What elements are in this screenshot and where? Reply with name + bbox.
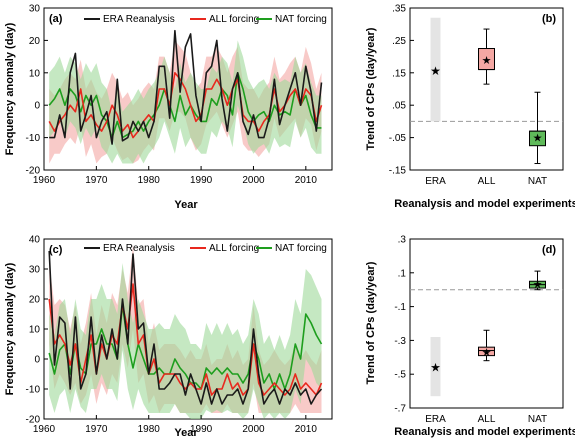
b-xtick-label-era: ERA xyxy=(425,176,446,187)
d-ytick-label-0-7: -.7 xyxy=(394,404,406,415)
d-era-range-bar xyxy=(430,337,441,397)
panel-a-legend-era: ERA Reanalysis xyxy=(103,14,175,25)
panel-a-xlabel: Year xyxy=(174,199,198,211)
c-xtick-label-1990: 1990 xyxy=(190,424,213,435)
b-ytick-label-0-25: .25 xyxy=(392,36,406,47)
panel-b-trend-boxplot: ★ ★ ★ ERA ALL NAT -.15 -.05 .05 .15 .25 .35 (b) R… xyxy=(365,4,575,211)
b-xtick-label-nat: NAT xyxy=(528,176,547,187)
d-xtick-label-all: ALL xyxy=(478,414,496,425)
b-ytick-label-0-05: -.05 xyxy=(389,133,407,144)
a-ytick-label-10: -10 xyxy=(26,133,41,144)
d-era-star-marker: ★ xyxy=(430,360,441,374)
panel-c-y-ticks: -20 -10 0 10 20 30 40 xyxy=(26,235,48,426)
panel-c-series-lines xyxy=(48,250,323,405)
a-ytick-label-10: 10 xyxy=(29,68,41,79)
panel-b-boxes: ★ ★ ★ xyxy=(410,17,563,165)
panel-c-legend-all: ALL forcing xyxy=(209,243,259,254)
d-xtick-label-era: ERA xyxy=(425,414,446,425)
d-nat-mean-star: ★ xyxy=(533,279,543,291)
panel-d-ylabel: Trend of CPs (day/year) xyxy=(365,261,377,384)
panel-c-legend: ERA Reanalysis ALL forcing NAT forcing xyxy=(84,243,327,254)
c-xtick-label-2000: 2000 xyxy=(242,424,265,435)
panel-b-y-ticks: -.15 -.05 .05 .15 .25 .35 xyxy=(389,4,414,177)
panel-b-ylabel: Trend of CPs (day/year) xyxy=(365,27,377,150)
panel-c-uncertainty-bands xyxy=(49,245,322,419)
panel-a-ylabel: Frequency anomaly (day) xyxy=(4,22,16,155)
panel-b-plot-frame xyxy=(409,7,564,171)
panel-d-trend-boxplot: ★ ★ ★ ERA ALL NAT -.7 -.5 -.3 -.1 .1 .3 (d) Reana… xyxy=(365,235,575,439)
c-ytick-label-20: -20 xyxy=(26,415,41,426)
panel-c-x-ticks: 1960 1970 1980 1990 2000 2010 xyxy=(33,415,318,435)
d-all-box xyxy=(478,346,495,357)
panel-d-xlabel: Reanalysis and model experiments xyxy=(394,426,575,438)
panel-c-legend-nat: NAT forcing xyxy=(275,243,327,254)
d-ytick-label-0-5: -.5 xyxy=(394,370,406,381)
c-ytick-label-0: 0 xyxy=(34,355,40,366)
panel-a-plot-frame xyxy=(43,7,333,171)
b-xtick-label-all: ALL xyxy=(478,176,496,187)
c-line-era-reanalysis xyxy=(48,250,323,405)
panel-c-legend-era: ERA Reanalysis xyxy=(103,243,175,254)
a-line-nat-forcing xyxy=(48,72,322,139)
b-era-range-bar xyxy=(430,17,441,122)
a-xtick-label-1970: 1970 xyxy=(85,175,108,186)
a-band-nat-forcing xyxy=(49,40,322,164)
panel-c-xlabel: Year xyxy=(174,427,198,439)
panel-c-label: (c) xyxy=(49,244,63,256)
b-nat-mean-star: ★ xyxy=(533,133,543,145)
panel-b-label: (b) xyxy=(542,13,556,25)
c-band-nat-forcing xyxy=(49,263,322,419)
panel-c-ylabel: Frequency anomaly (day) xyxy=(4,262,16,395)
panel-a-frequency-anomaly-chart: 1960 1970 1980 1990 2000 2010 -20 -10 0 10 20 30 (… xyxy=(4,4,333,211)
c-xtick-label-1980: 1980 xyxy=(138,424,161,435)
panel-a-legend-nat: NAT forcing xyxy=(275,14,327,25)
c-ytick-label-10: -10 xyxy=(26,385,41,396)
b-ytick-label-0-35: .35 xyxy=(392,4,406,15)
panel-a-y-ticks: -20 -10 0 10 20 30 xyxy=(26,4,48,177)
a-xtick-label-1980: 1980 xyxy=(138,175,161,186)
d-all-mean-star: ★ xyxy=(482,347,492,359)
a-xtick-label-2010: 2010 xyxy=(295,175,318,186)
panel-d-boxes: ★ ★ ★ xyxy=(410,270,563,397)
panel-d-label: (d) xyxy=(542,244,556,256)
panel-a-x-ticks: 1960 1970 1980 1990 2000 2010 xyxy=(33,166,318,186)
panel-b-x-ticks: ERA ALL NAT xyxy=(425,176,547,187)
c-ytick-label-10: 10 xyxy=(29,325,41,336)
c-ytick-label-30: 30 xyxy=(29,265,41,276)
panel-a-uncertainty-bands xyxy=(49,40,322,164)
c-xtick-label-1960: 1960 xyxy=(33,424,56,435)
c-ytick-label-40: 40 xyxy=(29,235,41,246)
a-line-era-reanalysis xyxy=(49,29,323,145)
a-xtick-label-1990: 1990 xyxy=(190,175,213,186)
panel-c-frequency-anomaly-chart: 1960 1970 1980 1990 2000 2010 -20 -10 0 10 20 30 40… xyxy=(4,235,333,439)
panel-a-series-lines xyxy=(48,29,323,145)
d-ytick-label-0-3: .3 xyxy=(398,235,407,246)
c-xtick-label-1970: 1970 xyxy=(85,424,108,435)
b-era-star-marker: ★ xyxy=(430,64,441,78)
d-ytick-label-0-3: -.3 xyxy=(394,336,406,347)
panel-d-y-ticks: -.7 -.5 -.3 -.1 .1 .3 xyxy=(394,235,414,415)
c-ytick-label-20: 20 xyxy=(29,295,41,306)
panel-a-label: (a) xyxy=(49,13,63,25)
b-ytick-label-0-05: .05 xyxy=(392,101,406,112)
b-ytick-label-0-15: .15 xyxy=(392,68,406,79)
panel-a-legend-all: ALL forcing xyxy=(209,14,259,25)
panel-d-x-ticks: ERA ALL NAT xyxy=(425,414,547,425)
a-xtick-label-1960: 1960 xyxy=(33,175,56,186)
a-xtick-label-2000: 2000 xyxy=(242,175,265,186)
d-xtick-label-nat: NAT xyxy=(528,414,547,425)
panel-a-legend: ERA Reanalysis ALL forcing NAT forcing xyxy=(84,14,327,25)
b-ytick-label-0-15: -.15 xyxy=(389,166,407,177)
panel-d-plot-frame xyxy=(409,238,564,409)
a-ytick-label-0: 0 xyxy=(34,101,40,112)
d-ytick-label-0-1: -.1 xyxy=(394,302,406,313)
d-ytick-label-0-1: .1 xyxy=(398,268,407,279)
a-ytick-label-20: -20 xyxy=(26,166,41,177)
a-ytick-label-30: 30 xyxy=(29,4,41,15)
c-xtick-label-2010: 2010 xyxy=(295,424,318,435)
panel-b-xlabel: Reanalysis and model experiments xyxy=(394,198,575,210)
a-ytick-label-20: 20 xyxy=(29,36,41,47)
b-all-mean-star: ★ xyxy=(482,55,492,67)
